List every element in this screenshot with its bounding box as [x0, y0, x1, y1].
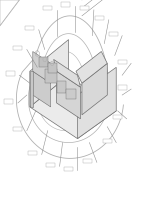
FancyBboxPatch shape: [13, 127, 22, 131]
FancyBboxPatch shape: [48, 63, 57, 73]
FancyBboxPatch shape: [57, 81, 66, 93]
Polygon shape: [82, 63, 107, 115]
FancyBboxPatch shape: [113, 115, 122, 119]
FancyBboxPatch shape: [80, 6, 89, 10]
FancyBboxPatch shape: [13, 46, 22, 50]
FancyBboxPatch shape: [6, 71, 15, 76]
Polygon shape: [33, 51, 51, 83]
FancyBboxPatch shape: [25, 26, 34, 30]
Polygon shape: [33, 71, 51, 107]
FancyBboxPatch shape: [45, 69, 57, 83]
Polygon shape: [76, 51, 107, 83]
FancyBboxPatch shape: [109, 32, 118, 36]
FancyBboxPatch shape: [103, 139, 112, 143]
Polygon shape: [77, 67, 116, 139]
FancyBboxPatch shape: [64, 167, 73, 171]
FancyBboxPatch shape: [4, 99, 13, 104]
FancyBboxPatch shape: [39, 57, 48, 67]
FancyBboxPatch shape: [28, 151, 37, 155]
Polygon shape: [57, 71, 80, 119]
Polygon shape: [30, 40, 69, 107]
Polygon shape: [30, 75, 116, 139]
Polygon shape: [0, 0, 19, 26]
Polygon shape: [30, 71, 33, 107]
FancyBboxPatch shape: [118, 85, 127, 90]
FancyBboxPatch shape: [95, 16, 104, 20]
FancyBboxPatch shape: [43, 6, 52, 10]
FancyBboxPatch shape: [83, 159, 92, 163]
FancyBboxPatch shape: [66, 89, 76, 99]
FancyBboxPatch shape: [61, 2, 70, 7]
FancyBboxPatch shape: [118, 60, 127, 64]
FancyBboxPatch shape: [46, 163, 55, 167]
Polygon shape: [54, 59, 80, 87]
